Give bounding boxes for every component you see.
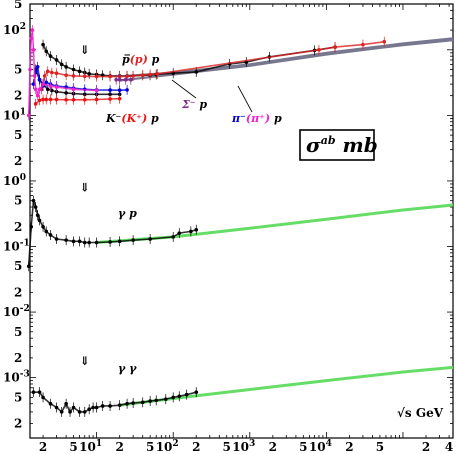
y-tick-label: 5 bbox=[14, 63, 22, 77]
label-pion-p: π⁻(π⁺) p bbox=[231, 112, 282, 125]
arrow-hadronic: ⇓ bbox=[80, 43, 90, 57]
fit-curve-3 bbox=[119, 365, 454, 407]
series-trace bbox=[27, 200, 197, 267]
x-tick-label: 5 bbox=[299, 440, 307, 454]
sigma-pointer bbox=[171, 79, 197, 99]
y-tick-label: 10-1 bbox=[3, 239, 30, 254]
x-tick-label: 2 bbox=[192, 440, 200, 454]
x-tick-label: 2 bbox=[422, 440, 430, 454]
sigma-label: σab mb bbox=[306, 133, 378, 157]
y-tick-label: 2 bbox=[14, 89, 22, 103]
arrow-gamma-p: ⇓ bbox=[80, 180, 90, 194]
label-kaon-p: K⁻(K⁺) p bbox=[105, 112, 159, 125]
x-tick-label: 2 bbox=[39, 440, 47, 454]
y-tick-label: 101 bbox=[3, 107, 26, 122]
y-tick-label: 10-2 bbox=[3, 304, 30, 319]
series-trace bbox=[27, 29, 97, 116]
pion-pointer bbox=[237, 85, 253, 113]
y-tick-label: 5 bbox=[14, 128, 22, 142]
sigma-box bbox=[299, 129, 375, 161]
x-tick-label: 5 bbox=[69, 440, 77, 454]
x-tick-label: 104 bbox=[309, 439, 332, 454]
fit-curves bbox=[96, 37, 454, 407]
series-5 bbox=[26, 25, 99, 121]
fit-curve-1 bbox=[119, 39, 454, 82]
label-gamma-gamma: γ γ bbox=[118, 362, 137, 375]
y-tick-label: 5 bbox=[14, 390, 22, 404]
series-3 bbox=[33, 93, 122, 109]
y-tick-label: 2 bbox=[14, 285, 22, 299]
y-tick-label: 2 bbox=[14, 351, 22, 365]
y-tick-label: 10-3 bbox=[3, 370, 30, 385]
series-1 bbox=[39, 36, 387, 95]
data-points bbox=[26, 25, 387, 417]
series-8 bbox=[31, 387, 199, 417]
y-tick-label: 2 bbox=[14, 416, 22, 430]
label-gamma-p: γ p bbox=[118, 207, 137, 220]
x-tick-label: 5 bbox=[223, 440, 231, 454]
label-pbar-p: p̅(p) p bbox=[122, 53, 160, 66]
plot-frame bbox=[29, 3, 454, 439]
series-trace bbox=[35, 97, 120, 105]
x-tick-label: 2 bbox=[115, 440, 123, 454]
x-tick-label: 4 bbox=[445, 440, 453, 454]
y-tick-label: 5 bbox=[14, 194, 22, 208]
series-7 bbox=[26, 195, 199, 272]
series-trace bbox=[33, 391, 197, 414]
y-tick-label: 5 bbox=[14, 259, 22, 273]
x-tick-label: 102 bbox=[156, 439, 179, 454]
series-trace bbox=[40, 40, 385, 90]
x-tick-label: 101 bbox=[79, 439, 102, 454]
x-tick-label: 2 bbox=[345, 440, 353, 454]
arrow-gamma-gamma: ⇓ bbox=[80, 354, 90, 368]
data-point bbox=[94, 88, 99, 93]
y-tick-label: 2 bbox=[14, 154, 22, 168]
y-tick-label: 5 bbox=[14, 0, 22, 11]
y-tick-label: 102 bbox=[3, 22, 26, 37]
x-tick-label: 5 bbox=[146, 440, 154, 454]
x-tick-label: 2 bbox=[269, 440, 277, 454]
label-sigma-p: Σ⁻ p bbox=[181, 98, 207, 111]
data-point bbox=[26, 264, 31, 269]
y-tick-label: 5 bbox=[14, 325, 22, 339]
y-tick-label: 100 bbox=[3, 173, 26, 188]
chart-annotations: ⇓ ⇓ ⇓ p̅(p) p Σ⁻ p K⁻(K⁺) p π⁻(π⁺) p γ p γ γ σab … bbox=[80, 43, 444, 420]
x-tick-label: 103 bbox=[232, 439, 255, 454]
x-tick-label: 5 bbox=[376, 440, 384, 454]
x-axis-label: √s GeV bbox=[397, 406, 444, 420]
series-6 bbox=[114, 74, 133, 85]
y-tick-label: 2 bbox=[14, 220, 22, 234]
data-point bbox=[114, 77, 118, 82]
